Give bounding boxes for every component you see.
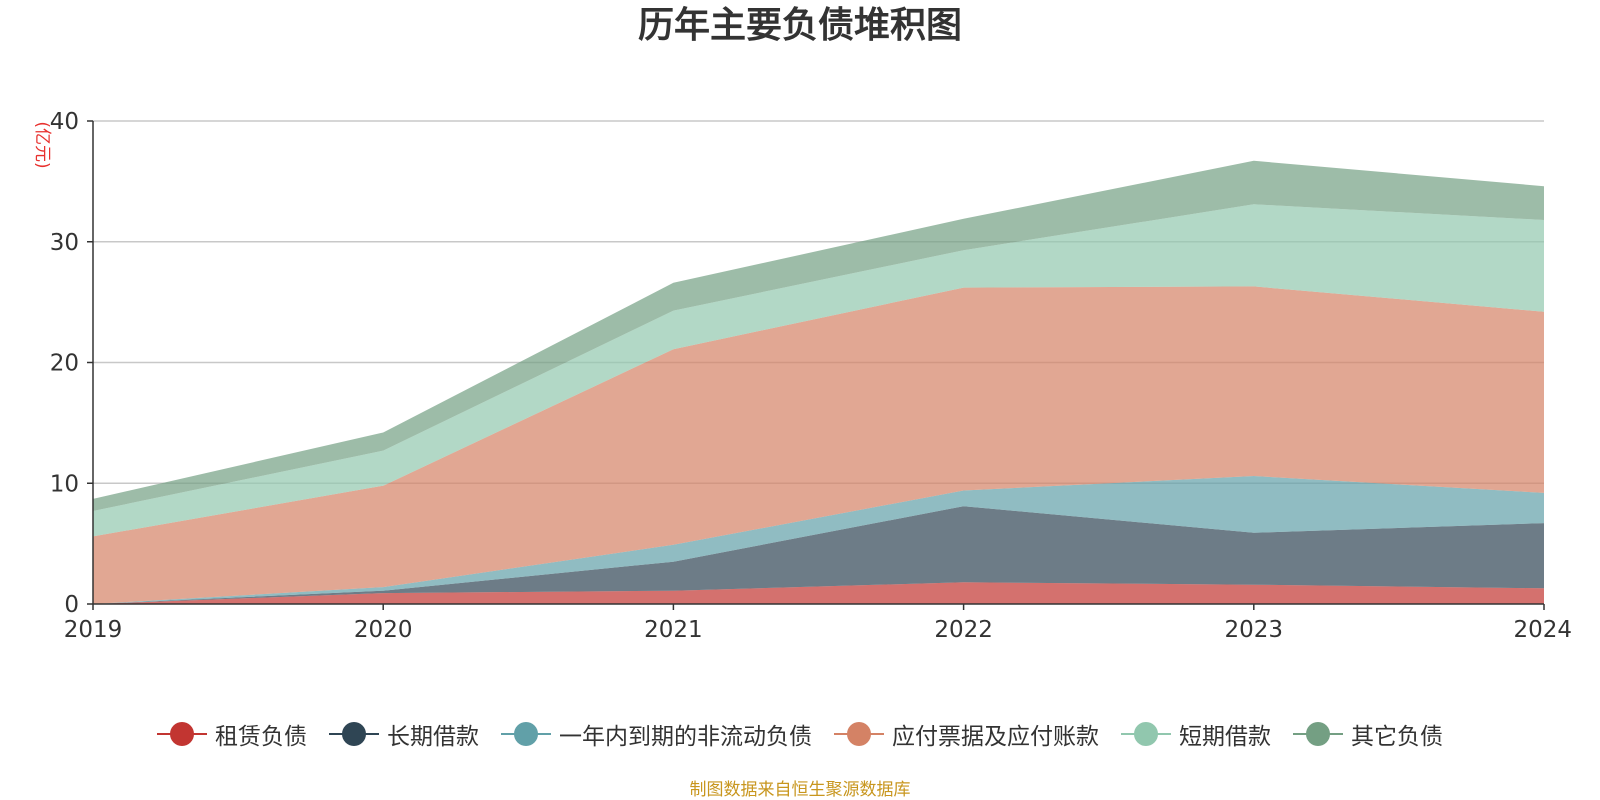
x-tick-label: 2019 [64,617,123,643]
series-area-4 [93,204,1544,537]
series-area-2 [93,476,1544,604]
series-area-0 [93,582,1544,604]
legend-item-1[interactable]: 长期借款 [329,717,479,751]
legend-item-5[interactable]: 其它负债 [1293,717,1443,751]
legend: 租赁负债 长期借款 一年内到期的非流动负债 应付票据及应付账款 短期借款 其它负债 [0,717,1600,751]
legend-item-0[interactable]: 租赁负债 [157,717,307,751]
y-tick-label: 30 [50,230,79,256]
legend-label: 一年内到期的非流动负债 [559,724,812,750]
series-area-3 [93,286,1544,604]
source-note: 制图数据来自恒生聚源数据库 [689,780,911,800]
y-tick-label: 20 [50,351,79,377]
x-tick-label: 2021 [644,617,703,643]
y-axis-label: (亿元) [32,121,52,168]
legend-label: 短期借款 [1179,724,1271,750]
series-area-1 [93,506,1544,604]
legend-item-2[interactable]: 一年内到期的非流动负债 [501,717,812,751]
y-tick-label: 0 [64,592,79,618]
legend-marker-icon [1121,721,1171,747]
y-tick-label: 40 [50,109,79,135]
legend-marker-icon [157,721,207,747]
legend-item-4[interactable]: 短期借款 [1121,717,1271,751]
legend-label: 租赁负债 [215,724,307,750]
legend-label: 应付票据及应付账款 [892,724,1099,750]
y-tick-label: 10 [50,471,79,497]
legend-label: 其它负债 [1351,724,1443,750]
x-tick-label: 2022 [934,617,993,643]
series-area-5 [93,160,1544,512]
legend-marker-icon [501,721,551,747]
legend-marker-icon [329,721,379,747]
area-series [93,160,1544,604]
legend-item-3[interactable]: 应付票据及应付账款 [834,717,1099,751]
x-tick-label: 2024 [1513,617,1572,643]
legend-marker-icon [1293,721,1343,747]
x-tick-label: 2020 [354,617,413,643]
legend-marker-icon [834,721,884,747]
x-tick-label: 2023 [1225,617,1284,643]
legend-label: 长期借款 [387,724,479,750]
chart-title: 历年主要负债堆积图 [637,5,962,46]
axes: 0 10 20 30 40 2019 2020 2021 2022 2023 2024 [50,109,1572,643]
